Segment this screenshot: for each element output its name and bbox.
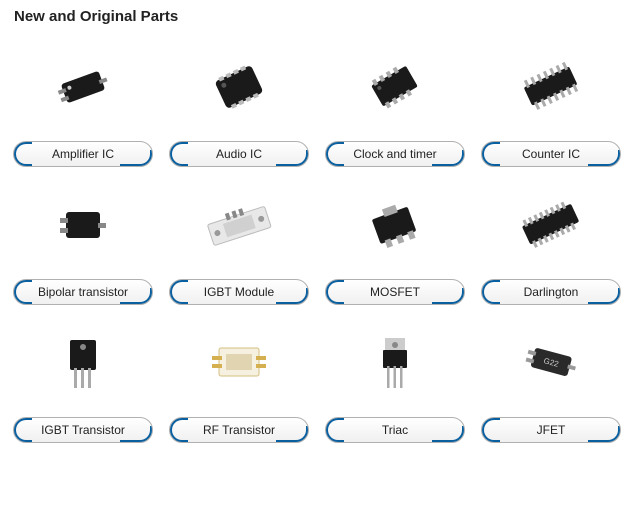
part-thumbnail[interactable] xyxy=(325,37,465,137)
part-label-button[interactable]: JFET xyxy=(481,417,621,443)
part-label: IGBT Module xyxy=(204,285,274,299)
part-thumbnail[interactable] xyxy=(13,313,153,413)
part-label: Counter IC xyxy=(522,147,580,161)
part-label-button[interactable]: Clock and timer xyxy=(325,141,465,167)
part-card: Darlington xyxy=(476,175,626,305)
part-card: Audio IC xyxy=(164,37,314,167)
part-label: MOSFET xyxy=(370,285,420,299)
part-card: Amplifier IC xyxy=(8,37,158,167)
part-label-button[interactable]: Counter IC xyxy=(481,141,621,167)
part-thumbnail[interactable] xyxy=(169,175,309,275)
part-label: IGBT Transistor xyxy=(41,423,125,437)
part-card: Clock and timer xyxy=(320,37,470,167)
part-thumbnail[interactable] xyxy=(481,37,621,137)
part-label: JFET xyxy=(537,423,566,437)
part-thumbnail[interactable] xyxy=(13,37,153,137)
part-card: Triac xyxy=(320,313,470,443)
part-label-button[interactable]: Darlington xyxy=(481,279,621,305)
part-label-button[interactable]: IGBT Module xyxy=(169,279,309,305)
part-label: RF Transistor xyxy=(203,423,275,437)
part-label-button[interactable]: Bipolar transistor xyxy=(13,279,153,305)
part-card: MOSFET xyxy=(320,175,470,305)
part-thumbnail[interactable] xyxy=(169,37,309,137)
part-thumbnail[interactable]: G22 xyxy=(481,313,621,413)
part-label: Clock and timer xyxy=(353,147,436,161)
part-card: RF Transistor xyxy=(164,313,314,443)
part-label-button[interactable]: Amplifier IC xyxy=(13,141,153,167)
part-label-button[interactable]: IGBT Transistor xyxy=(13,417,153,443)
part-label: Bipolar transistor xyxy=(38,285,128,299)
part-label-button[interactable]: Audio IC xyxy=(169,141,309,167)
part-label: Amplifier IC xyxy=(52,147,114,161)
part-label: Darlington xyxy=(524,285,579,299)
part-card: IGBT Transistor xyxy=(8,313,158,443)
part-label: Triac xyxy=(382,423,408,437)
part-thumbnail[interactable] xyxy=(169,313,309,413)
part-thumbnail[interactable] xyxy=(13,175,153,275)
part-card: IGBT Module xyxy=(164,175,314,305)
part-card: G22 JFET xyxy=(476,313,626,443)
part-label-button[interactable]: Triac xyxy=(325,417,465,443)
part-label: Audio IC xyxy=(216,147,262,161)
part-label-button[interactable]: MOSFET xyxy=(325,279,465,305)
part-thumbnail[interactable] xyxy=(325,175,465,275)
part-thumbnail[interactable] xyxy=(481,175,621,275)
part-card: Counter IC xyxy=(476,37,626,167)
part-card: Bipolar transistor xyxy=(8,175,158,305)
part-thumbnail[interactable] xyxy=(325,313,465,413)
page-title: New and Original Parts xyxy=(14,8,626,25)
part-label-button[interactable]: RF Transistor xyxy=(169,417,309,443)
parts-grid: Amplifier IC Audio IC Clock and timer Count… xyxy=(8,37,626,443)
